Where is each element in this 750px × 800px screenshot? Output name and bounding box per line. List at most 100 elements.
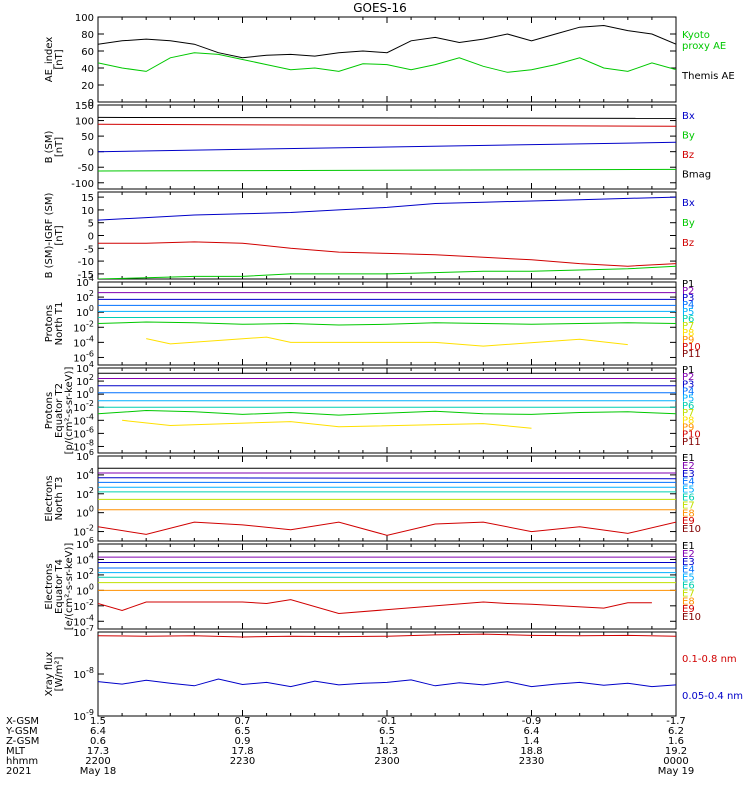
y-tick-label: 100 <box>76 505 94 520</box>
series-line-kyoto-proxy-ae <box>98 52 676 73</box>
ephemeris-value: 18.3 <box>376 746 398 757</box>
legend-label: Bmag <box>682 170 711 181</box>
legend-label: By <box>682 131 695 142</box>
legend-label: P5 <box>682 307 694 318</box>
y-tick-label: 0 <box>88 98 94 109</box>
x-axis-ephemeris-table: X-GSMY-GSMZ-GSMMLThhmm20211.56.40.617.32… <box>5 716 694 777</box>
ephemeris-row-label: MLT <box>6 746 26 757</box>
legend-label: P1 <box>682 365 694 376</box>
legend-label: P8 <box>682 328 694 339</box>
y-axis-label: B (SM) <box>44 130 55 163</box>
series-line-e9 <box>98 599 652 615</box>
ephemeris-value: 6.4 <box>90 726 106 737</box>
ephemeris-value: 6.5 <box>379 726 395 737</box>
y-axis-label: North T1 <box>54 302 65 346</box>
y-tick-label: 15 <box>81 193 94 204</box>
legend-label: P4 <box>682 300 694 311</box>
series-line-p8 <box>122 419 532 429</box>
series-line-e3 <box>98 477 676 480</box>
legend-label: E2 <box>682 549 695 560</box>
series-line-0-05-0-4-nm <box>98 678 676 688</box>
ephemeris-value: -1.7 <box>666 716 686 727</box>
ephemeris-value: 1.5 <box>90 716 106 727</box>
y-tick-label: 10-8 <box>73 666 94 681</box>
legend-label: P3 <box>682 293 694 304</box>
ephemeris-value: 18.8 <box>520 746 542 757</box>
legend-label: P2 <box>682 286 694 297</box>
y-tick-label: 10-2 <box>73 319 94 334</box>
y-tick-label: 10-2 <box>73 598 94 613</box>
y-tick-label: -100 <box>71 179 94 190</box>
y-tick-label: 102 <box>76 486 94 501</box>
y-axis-label: [W/m²] <box>54 656 65 691</box>
legend-label: 0.05-0.4 nm <box>682 691 743 702</box>
legend-label: P5 <box>682 394 694 405</box>
legend-label: E9 <box>682 604 695 615</box>
legend-label: Themis AE <box>681 71 735 82</box>
y-axis-label: [e/(cm²-s-sr-keV)] <box>64 543 75 631</box>
ephemeris-value: 1.4 <box>524 736 540 747</box>
legend-label: E2 <box>682 461 695 472</box>
y-tick-label: 104 <box>76 467 94 482</box>
y-tick-label: 80 <box>81 30 94 41</box>
ephemeris-value: 2300 <box>374 756 399 767</box>
ephemeris-value: 2330 <box>519 756 544 767</box>
series-line-0-1-0-8-nm <box>98 633 676 638</box>
ephemeris-row-label: Z-GSM <box>6 736 39 747</box>
series-line-e9 <box>98 521 676 536</box>
y-tick-label: 10-4 <box>73 334 94 349</box>
y-axis-label: Equator T4 <box>54 559 65 614</box>
y-tick-label: 100 <box>75 117 94 128</box>
legend-label: E6 <box>682 581 695 592</box>
series-line-bx <box>98 141 676 153</box>
panel-2: 150 100 50 0 -50 -100 B (SM) [nT] Bx By Bz Bmag <box>44 101 711 190</box>
ephemeris-value: -0.1 <box>377 716 397 727</box>
ephemeris-value: -0.9 <box>522 716 542 727</box>
legend-label: P10 <box>682 342 701 353</box>
ephemeris-value: 0.9 <box>235 736 251 747</box>
series-line-by <box>98 265 676 279</box>
ephemeris-value: 2230 <box>230 756 255 767</box>
legend-label: Bx <box>682 111 695 122</box>
legend-label: E8 <box>682 596 695 607</box>
ephemeris-value: 6.4 <box>524 726 540 737</box>
legend-label: P3 <box>682 379 694 390</box>
ephemeris-row-label: hhmm <box>6 756 38 767</box>
y-tick-label: 10 <box>81 206 94 217</box>
y-tick-label: 150 <box>75 101 94 112</box>
y-axis-label: Protons <box>44 305 55 342</box>
legend-label: P9 <box>682 422 694 433</box>
y-tick-label: 104 <box>76 551 94 566</box>
y-tick-label: -15 <box>78 270 94 281</box>
legend-label: Bx <box>682 198 695 209</box>
ephemeris-value: 6.2 <box>668 726 684 737</box>
panel-frame <box>97 631 677 717</box>
y-tick-label: 0 <box>88 148 94 159</box>
y-tick-label: 20 <box>81 81 94 92</box>
series-line-themis-ae <box>98 24 676 59</box>
legend-label: E7 <box>682 588 695 599</box>
series-line-p7 <box>98 409 676 416</box>
y-axis-label: Electrons <box>44 563 55 609</box>
series-line-bmag <box>98 116 676 119</box>
legend-label: P7 <box>682 408 694 419</box>
y-tick-label: 0 <box>88 232 94 243</box>
y-axis-label: B (SM)-IGRF (SM) <box>44 193 55 279</box>
legend-label: 0.1-0.8 nm <box>682 654 737 665</box>
legend-label: P6 <box>682 314 694 325</box>
legend-label: P1 <box>682 279 694 290</box>
ephemeris-value: 19.2 <box>665 746 687 757</box>
ephemeris-value: 1.6 <box>668 736 684 747</box>
series-line-p8 <box>146 336 628 347</box>
ephemeris-row-label: 2021 <box>6 766 31 777</box>
y-tick-label: 100 <box>76 582 94 597</box>
legend-label: Bz <box>682 238 694 249</box>
ephemeris-value: 17.3 <box>87 746 109 757</box>
legend-label: P6 <box>682 401 694 412</box>
